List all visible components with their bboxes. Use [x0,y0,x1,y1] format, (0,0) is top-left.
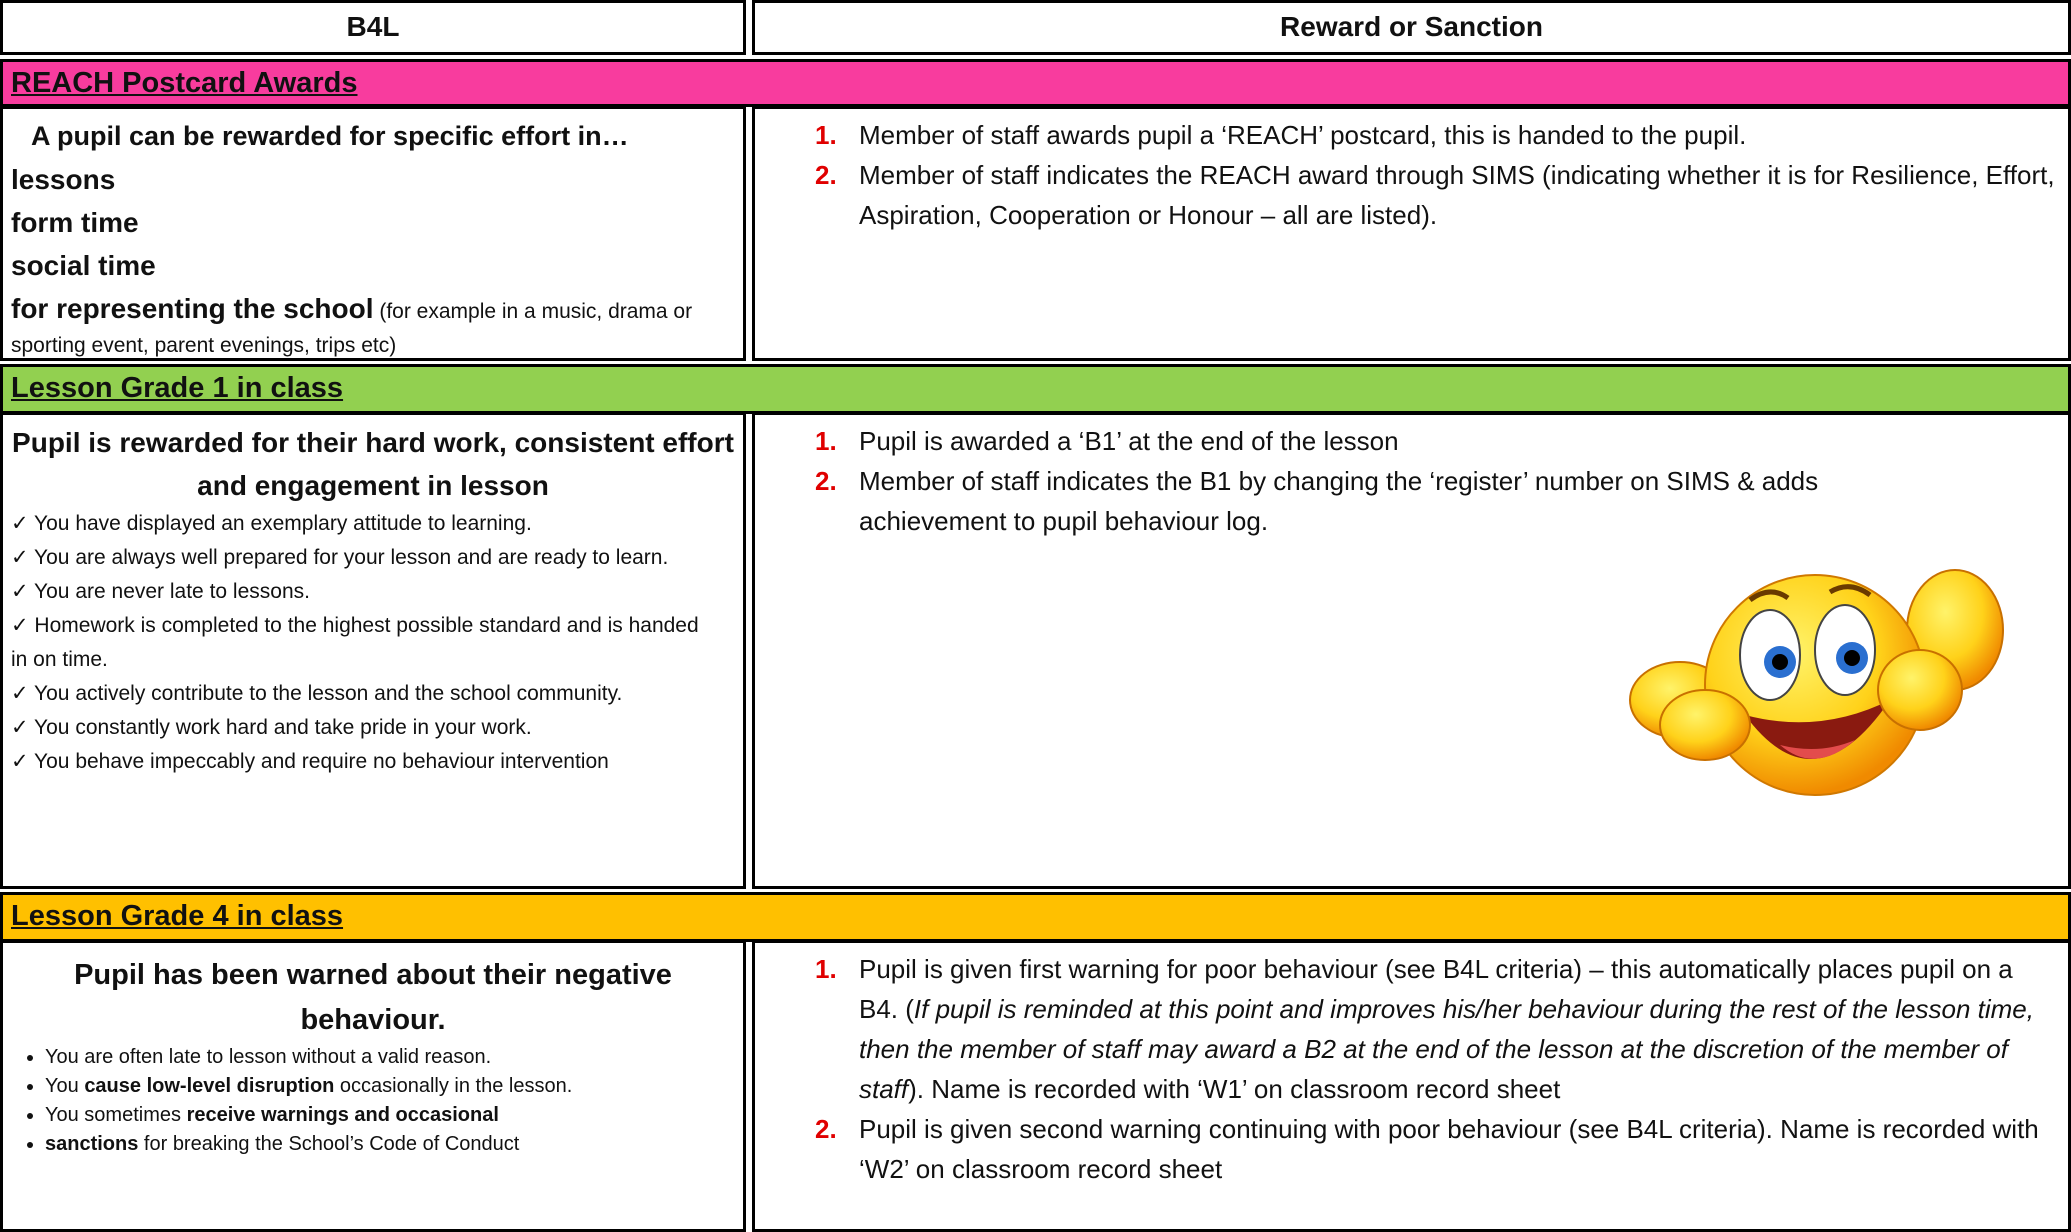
step-text: Pupil is awarded a ‘B1’ at the end of th… [859,426,1399,456]
cell-heading: A pupil can be rewarded for specific eff… [31,121,629,151]
step: 1. Pupil is given first warning for poor … [815,949,2058,1109]
step-text-part: ). Name is recorded with ‘W1’ on classro… [908,1074,1561,1104]
section-bar: REACH Postcard Awards [0,59,2071,107]
criteria-line: ✓ You have displayed an exemplary attitu… [11,512,532,535]
step: 1. Pupil is awarded a ‘B1’ at the end of … [815,421,2058,461]
bullet: sanctions for breaking the School’s Code… [45,1130,735,1159]
bullet-text: for breaking the School’s Code of Conduc… [138,1133,520,1155]
step-text: Member of staff awards pupil a ‘REACH’ p… [859,120,1747,150]
cell-heading: Pupil has been warned about their negati… [74,959,672,1036]
step-text: Member of staff indicates the REACH awar… [859,160,2055,230]
step-text-part: Pupil is given first warning for poor be… [859,954,2013,1024]
step: 1. Member of staff awards pupil a ‘REACH’… [815,115,2058,155]
smiley-icon [1629,569,2004,796]
item-note: (for example in a music, drama or sporti… [11,300,693,357]
step-text: Pupil is given second warning continuing… [859,1114,2039,1184]
item: for representing the school (for example… [11,287,735,362]
bullet-text: occasionally in the lesson. [334,1075,573,1097]
left-cell: A pupil can be rewarded for specific eff… [0,106,746,361]
section-title: Lesson Grade 1 in class [11,372,344,404]
bullet-bold: sanctions [45,1133,139,1155]
criteria-line: ✓ You constantly work hard and take prid… [11,716,532,739]
header-text: Reward or Sanction [1280,11,1543,42]
cell-heading: Pupil is rewarded for their hard work, c… [12,427,734,501]
bullet-text: You [45,1075,85,1097]
step: 2. Member of staff indicates the B1 by ch… [815,461,2058,541]
criteria-line: ✓ You are never late to lessons. [11,580,310,603]
step-number: 1. [815,426,837,456]
bullet: You sometimes receive warnings and occas… [45,1101,735,1130]
bullet: You are often late to lesson without a v… [45,1043,735,1072]
item: social time [11,250,156,281]
criteria-line: ✓ You behave impeccably and require no b… [11,750,609,773]
step-number: 2. [815,466,837,496]
section-bar: Lesson Grade 4 in class [0,892,2071,942]
criteria-line: in on time. [11,648,108,671]
bullet-text: You sometimes [45,1104,187,1126]
step-text: Pupil is given first warning for poor be… [859,949,2058,1109]
left-cell: Pupil is rewarded for their hard work, c… [0,412,746,889]
step-number: 1. [815,954,837,984]
bullet-bold: receive warnings and occasional [186,1104,499,1126]
step-number: 1. [815,120,837,150]
step: 2. Member of staff indicates the REACH aw… [815,155,2058,235]
item-bold: for representing the school [11,293,374,324]
bullet-bold: cause low-level disruption [84,1075,335,1097]
header-cell: Reward or Sanction [752,0,2071,55]
right-cell: 1. Pupil is awarded a ‘B1’ at the end of … [752,412,2071,889]
criteria-line: ✓ Homework is completed to the highest p… [11,614,699,637]
section-title: Lesson Grade 4 in class [11,900,344,932]
step: 2. Pupil is given second warning continui… [815,1109,2058,1189]
header-text: B4L [346,11,400,42]
left-cell: Pupil has been warned about their negati… [0,940,746,1232]
step-number: 2. [815,160,837,190]
criteria-line: ✓ You are always well prepared for your … [11,546,669,569]
item: form time [11,207,139,238]
item: lessons [11,164,116,195]
right-cell: 1. Member of staff awards pupil a ‘REACH’… [752,106,2071,361]
criteria-line: ✓ You actively contribute to the lesson … [11,682,623,705]
step-text-italic: If pupil is reminded at this point and i… [859,994,2034,1104]
bullet: You cause low-level disruption occasiona… [45,1072,735,1101]
section-bar: Lesson Grade 1 in class [0,364,2071,414]
header-cell: B4L [0,0,746,55]
step-number: 2. [815,1114,837,1144]
bullet-list: You are often late to lesson without a v… [11,1043,735,1159]
section-title: REACH Postcard Awards [11,67,358,99]
bullet-text: You are often late to lesson without a v… [45,1046,492,1068]
step-text: Member of staff indicates the B1 by chan… [859,466,1819,536]
right-cell: 1. Pupil is given first warning for poor … [752,940,2071,1232]
